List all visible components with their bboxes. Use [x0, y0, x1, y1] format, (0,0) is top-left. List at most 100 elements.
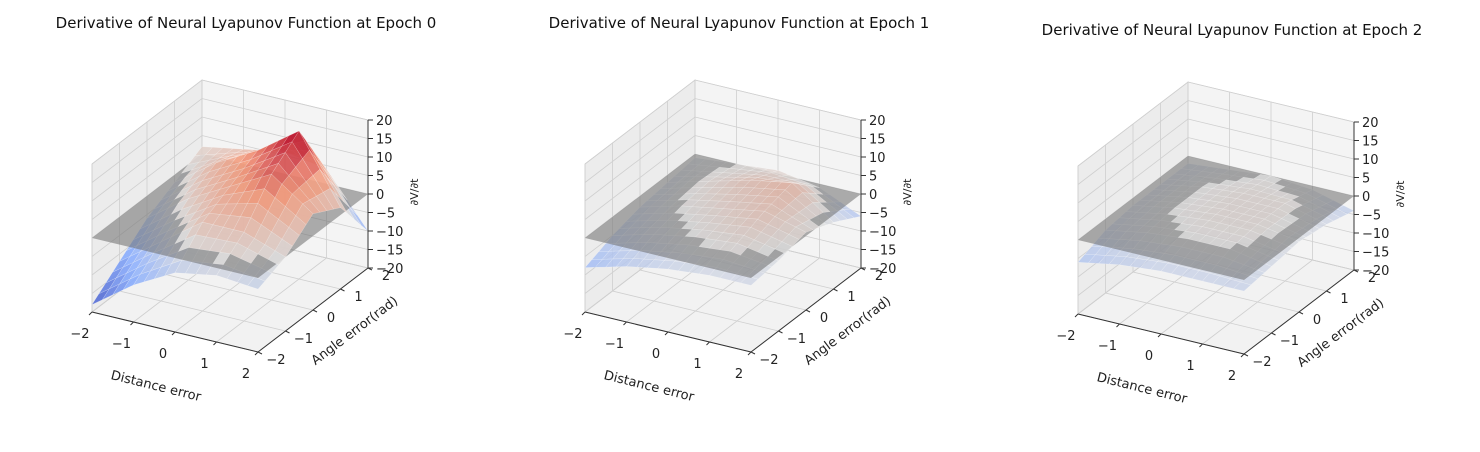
y-tick-label: 0 — [1313, 313, 1321, 328]
z-tick-label: −10 — [376, 225, 403, 240]
y-tick-label: 1 — [847, 290, 855, 305]
x-tick-label: 0 — [1145, 349, 1153, 364]
y-axis-label: Angle error(rad) — [309, 294, 401, 369]
y-tick-mark — [805, 309, 811, 313]
y-tick-label: 2 — [1368, 271, 1376, 286]
z-tick-label: −20 — [869, 262, 896, 277]
gridline-z — [584, 116, 862, 202]
x-tick-label: −1 — [605, 337, 624, 352]
chart-panel-epoch-2: Derivative of Neural Lyapunov Function a… — [986, 0, 1479, 452]
x-tick-mark — [130, 321, 134, 326]
z-tick-label: 15 — [376, 133, 393, 148]
y-tick-mark — [1243, 353, 1249, 357]
x-tick-mark — [1199, 343, 1203, 348]
y-tick-label: −2 — [266, 353, 285, 368]
y-tick-mark — [340, 288, 345, 292]
surface-patch — [1233, 281, 1252, 292]
z-tick-label: 0 — [869, 188, 877, 203]
y-tick-mark — [312, 309, 318, 313]
z-tick-label: 20 — [1362, 116, 1379, 131]
x-tick-mark — [1157, 333, 1162, 338]
y-tick-label: 0 — [820, 311, 828, 326]
x-tick-mark — [747, 351, 752, 356]
surface-patch — [1277, 203, 1296, 214]
surface-patch — [774, 241, 793, 254]
gridline-z — [91, 98, 369, 183]
z-tick-label: 10 — [376, 151, 393, 166]
z-tick-label: 20 — [376, 114, 393, 129]
surface-patch — [788, 226, 807, 240]
y-tick-mark — [833, 288, 838, 292]
z-tick-label: −10 — [869, 225, 896, 240]
x-tick-label: 0 — [159, 347, 167, 362]
x-tick-label: 0 — [652, 347, 660, 362]
x-tick-label: −2 — [70, 327, 89, 342]
y-tick-mark — [778, 330, 783, 334]
y-tick-mark — [1326, 290, 1331, 294]
z-tick-label: 10 — [1362, 153, 1379, 168]
chart-panel-epoch-0: Derivative of Neural Lyapunov Function a… — [0, 0, 493, 452]
y-tick-label: −2 — [759, 353, 778, 368]
x-tick-mark — [581, 311, 586, 316]
z-axis-label: ∂V/∂t — [901, 178, 914, 206]
x-tick-label: 2 — [735, 367, 743, 382]
y-tick-label: 0 — [327, 311, 335, 326]
x-tick-mark — [1116, 323, 1120, 328]
z-tick-label: −10 — [1362, 227, 1389, 242]
y-axis-label: Angle error(rad) — [1295, 296, 1387, 371]
x-axis-label: Distance error — [602, 368, 696, 405]
x-axis-label: Distance error — [1095, 370, 1189, 407]
x-tick-label: −1 — [112, 337, 131, 352]
chart-panel-epoch-1: Derivative of Neural Lyapunov Function a… — [493, 0, 986, 452]
z-tick-label: 0 — [376, 188, 384, 203]
z-tick-label: −5 — [869, 207, 888, 222]
x-tick-label: 2 — [242, 367, 250, 382]
y-tick-label: −2 — [1252, 355, 1271, 370]
gridline-z — [584, 135, 862, 220]
x-tick-mark — [1074, 313, 1079, 318]
gridline-z — [584, 79, 862, 165]
x-tick-mark — [254, 351, 259, 356]
x-tick-label: 1 — [1186, 359, 1194, 374]
gridline-z — [91, 116, 369, 202]
surface-patch — [781, 234, 800, 247]
z-tick-label: −15 — [1362, 246, 1389, 261]
z-tick-label: −15 — [376, 244, 403, 259]
y-tick-label: 1 — [354, 290, 362, 305]
x-tick-label: −1 — [1098, 339, 1117, 354]
z-tick-label: −5 — [376, 207, 395, 222]
surface-plot-epoch-2: Derivative of Neural Lyapunov Function a… — [1042, 21, 1423, 407]
x-axis-label: Distance error — [109, 368, 203, 405]
x-tick-mark — [664, 331, 669, 336]
x-tick-label: −2 — [1056, 329, 1075, 344]
z-tick-label: −5 — [1362, 209, 1381, 224]
surface-patch — [267, 250, 286, 266]
y-tick-mark — [285, 330, 290, 334]
z-tick-label: 15 — [869, 133, 886, 148]
gridline-z — [1077, 118, 1355, 204]
gridline-z — [1077, 137, 1355, 222]
surface-patch — [740, 276, 759, 286]
surface-plot-epoch-0: Derivative of Neural Lyapunov Function a… — [56, 14, 437, 405]
z-tick-label: −15 — [869, 244, 896, 259]
z-tick-label: 5 — [1362, 172, 1370, 187]
gridline-z — [91, 79, 369, 165]
z-tick-label: 5 — [869, 170, 877, 185]
y-tick-label: 2 — [875, 269, 883, 284]
y-tick-mark — [1298, 311, 1304, 315]
z-tick-label: 0 — [1362, 190, 1370, 205]
z-tick-label: −20 — [1362, 264, 1389, 279]
z-tick-label: 20 — [869, 114, 886, 129]
y-tick-label: 1 — [1340, 292, 1348, 307]
surface-plot-epoch-1: Derivative of Neural Lyapunov Function a… — [549, 14, 930, 405]
gridline-z — [1077, 81, 1355, 167]
y-tick-label: −1 — [294, 332, 313, 347]
z-tick-label: 15 — [1362, 135, 1379, 150]
x-tick-mark — [623, 321, 627, 326]
x-tick-mark — [88, 311, 93, 316]
y-tick-label: −1 — [787, 332, 806, 347]
y-tick-label: −1 — [1280, 334, 1299, 349]
surface-patch — [247, 276, 266, 290]
gridline-z — [1077, 100, 1355, 185]
z-tick-label: 5 — [376, 170, 384, 185]
